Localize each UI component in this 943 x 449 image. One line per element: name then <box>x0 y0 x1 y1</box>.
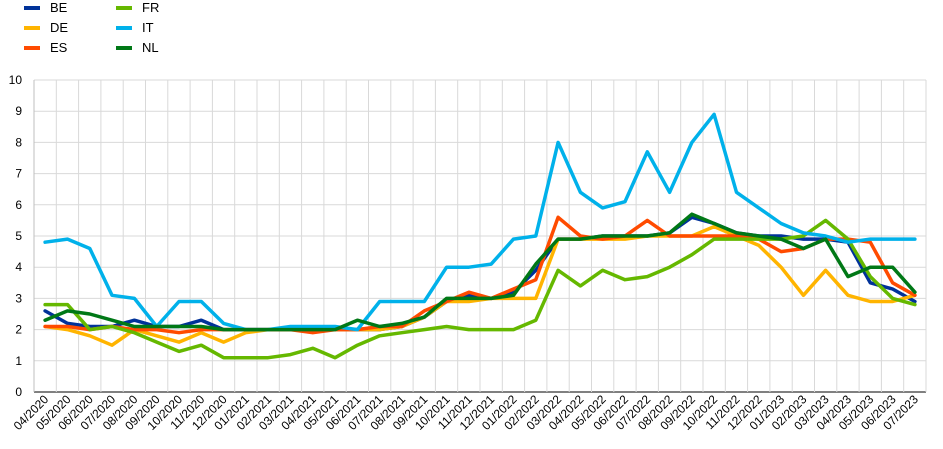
legend-swatch-es <box>24 45 40 50</box>
y-tick-label: 10 <box>9 73 23 87</box>
legend-label-nl: NL <box>142 40 159 55</box>
legend-item-nl: NL <box>116 40 159 55</box>
legend-label-it: IT <box>142 20 154 35</box>
y-tick-label: 5 <box>15 229 22 243</box>
legend-swatch-fr <box>116 5 132 10</box>
legend-swatch-nl <box>116 45 132 50</box>
series-line-es <box>43 215 917 335</box>
series-lines <box>43 112 917 360</box>
y-tick-label: 1 <box>15 354 22 368</box>
legend-swatch-de <box>24 25 40 30</box>
grid <box>33 79 927 393</box>
series-line-nl <box>43 212 917 332</box>
legend-label-de: DE <box>50 20 69 35</box>
legend-item-es: ES <box>24 40 67 55</box>
legend-item-de: DE <box>24 20 68 35</box>
legend-item-it: IT <box>116 20 154 35</box>
y-tick-label: 7 <box>15 167 22 181</box>
y-tick-label: 4 <box>15 260 22 274</box>
legend-swatch-it <box>116 25 132 30</box>
y-tick-label: 2 <box>15 323 22 337</box>
legend-label-es: ES <box>50 40 68 55</box>
series-line-it <box>43 112 917 332</box>
legend-item-be: BE <box>24 0 67 15</box>
y-tick-label: 9 <box>15 104 22 118</box>
y-tick-label: 3 <box>15 291 22 305</box>
y-tick-label: 8 <box>15 135 22 149</box>
legend-label-be: BE <box>50 0 68 15</box>
legend-item-fr: FR <box>116 0 159 15</box>
legend-label-fr: FR <box>142 0 160 15</box>
y-tick-label: 0 <box>15 385 22 399</box>
y-tick-label: 6 <box>15 198 22 212</box>
legend-swatch-be <box>24 5 40 10</box>
